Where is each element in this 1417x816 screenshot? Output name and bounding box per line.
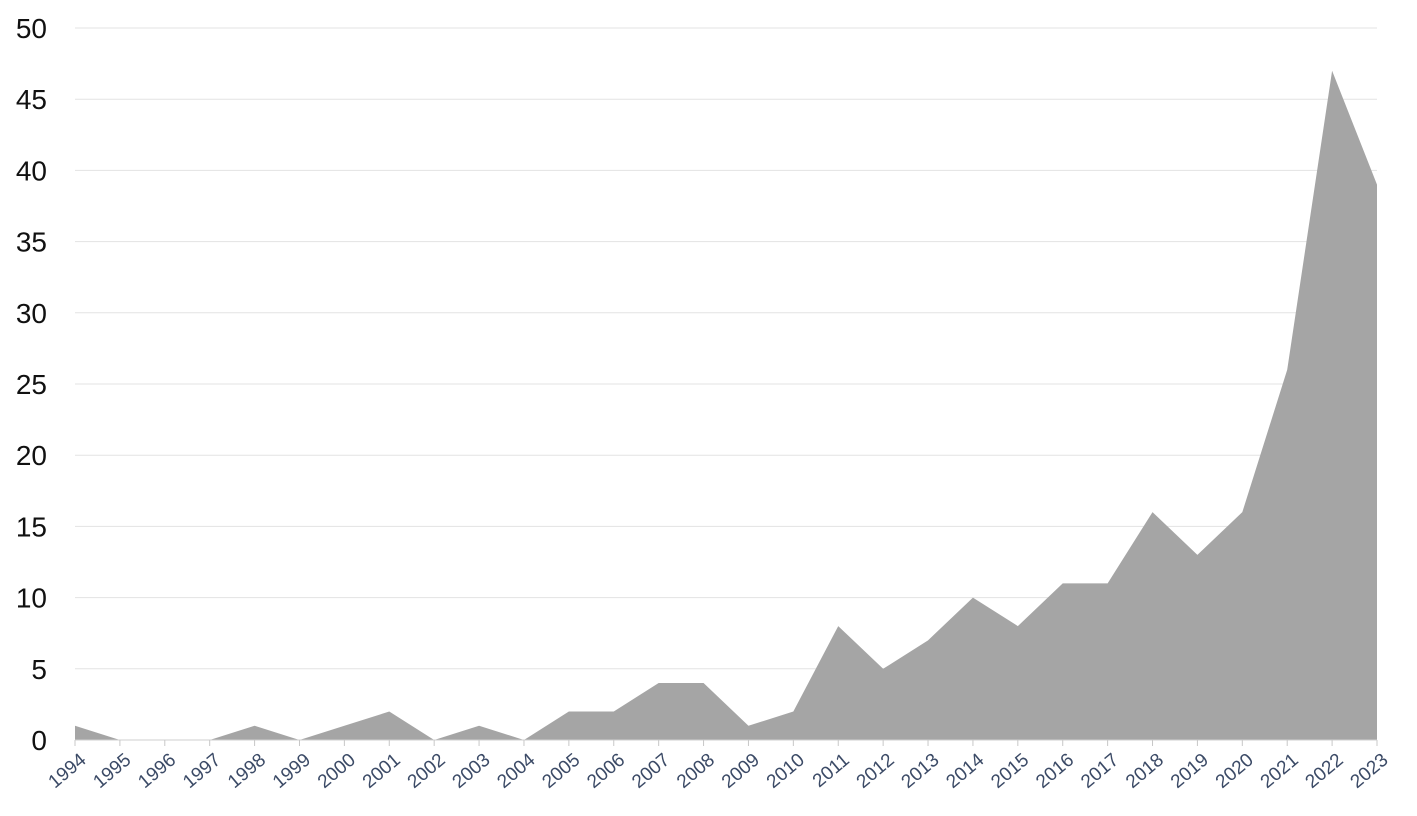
- y-tick-label-15: 15: [16, 511, 47, 542]
- y-tick-label-10: 10: [16, 583, 47, 614]
- x-tick-label-2020: 2020: [1212, 750, 1258, 793]
- x-tick-label-2001: 2001: [359, 750, 405, 793]
- x-axis-tick-labels: 1994 1995 1996 1997 1998 1999 2000 2001 2002 2003…: [45, 749, 1393, 793]
- x-tick-label-2012: 2012: [853, 750, 899, 793]
- x-tick-label-2000: 2000: [314, 750, 360, 793]
- x-tick-label-2014: 2014: [942, 749, 988, 793]
- x-tick-label-1999: 1999: [269, 750, 315, 793]
- x-tick-label-1994: 1994: [45, 749, 91, 793]
- x-tick-label-2010: 2010: [763, 750, 809, 793]
- x-tick-label-2008: 2008: [673, 750, 719, 793]
- x-tick-label-2019: 2019: [1167, 750, 1213, 793]
- y-tick-label-50: 50: [16, 13, 47, 44]
- y-tick-label-20: 20: [16, 440, 47, 471]
- y-tick-label-45: 45: [16, 84, 47, 115]
- x-tick-label-2003: 2003: [449, 750, 495, 793]
- x-tick-label-2004: 2004: [494, 749, 540, 793]
- x-tick-label-2021: 2021: [1257, 750, 1303, 793]
- x-tick-label-2017: 2017: [1077, 750, 1123, 793]
- x-tick-label-2022: 2022: [1302, 750, 1348, 793]
- x-tick-label-2002: 2002: [404, 750, 450, 793]
- x-tick-label-2015: 2015: [987, 750, 1033, 793]
- gridlines: [75, 27, 1377, 670]
- y-tick-label-0: 0: [31, 725, 47, 756]
- y-axis-tick-labels: 0 5 10 15 20 25 30 35 40 45 50: [16, 13, 47, 756]
- y-tick-label-35: 35: [16, 227, 47, 258]
- x-tick-label-2016: 2016: [1032, 750, 1078, 793]
- x-tick-label-1998: 1998: [224, 750, 270, 793]
- y-tick-label-40: 40: [16, 155, 47, 186]
- x-tick-label-2023: 2023: [1347, 750, 1393, 793]
- x-tick-label-2011: 2011: [809, 750, 854, 792]
- area-series: [74, 70, 1378, 741]
- x-tick-label-2018: 2018: [1122, 750, 1168, 793]
- x-tick-label-1996: 1996: [134, 750, 180, 793]
- x-tick-label-2007: 2007: [628, 750, 674, 793]
- x-axis: [74, 739, 1378, 746]
- area-fill: [75, 70, 1377, 741]
- y-tick-label-5: 5: [31, 654, 47, 685]
- x-tick-label-1997: 1997: [179, 750, 225, 793]
- y-tick-label-30: 30: [16, 298, 47, 329]
- y-tick-label-25: 25: [16, 369, 47, 400]
- x-tick-label-2009: 2009: [718, 750, 764, 793]
- x-tick-label-2005: 2005: [538, 750, 584, 793]
- x-tick-label-1995: 1995: [89, 750, 135, 793]
- x-tick-label-2006: 2006: [583, 750, 629, 793]
- x-tick-label-2013: 2013: [898, 750, 944, 793]
